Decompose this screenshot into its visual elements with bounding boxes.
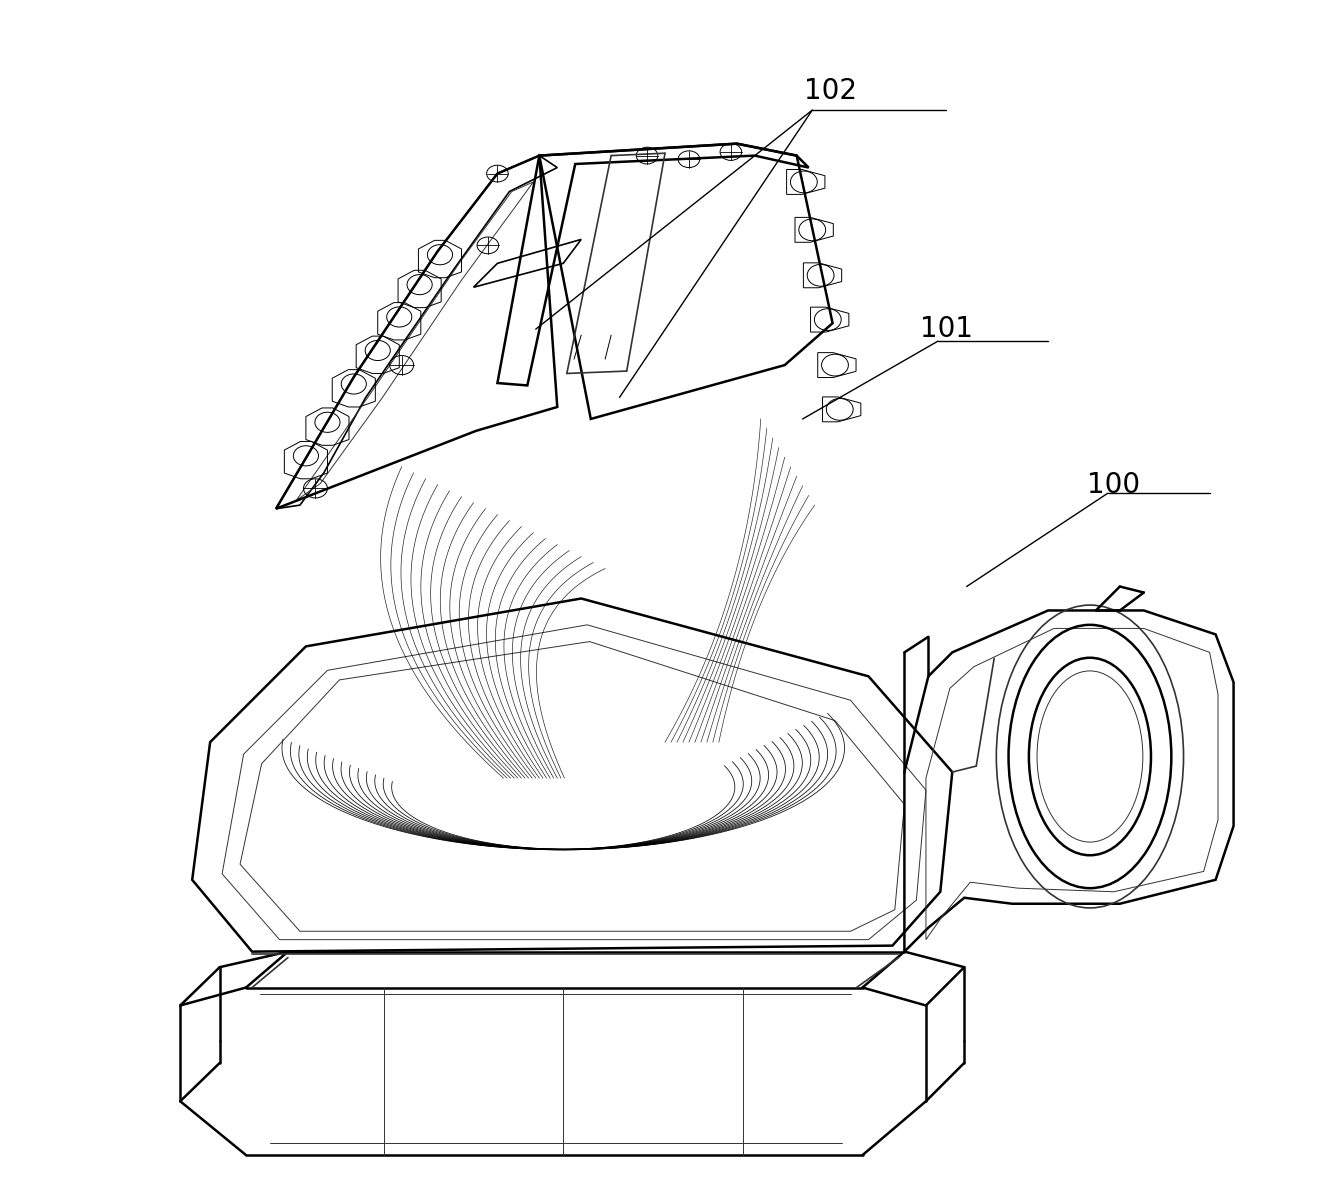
Text: 102: 102 xyxy=(803,77,857,105)
Text: 100: 100 xyxy=(1088,470,1140,499)
Text: 101: 101 xyxy=(920,315,972,344)
